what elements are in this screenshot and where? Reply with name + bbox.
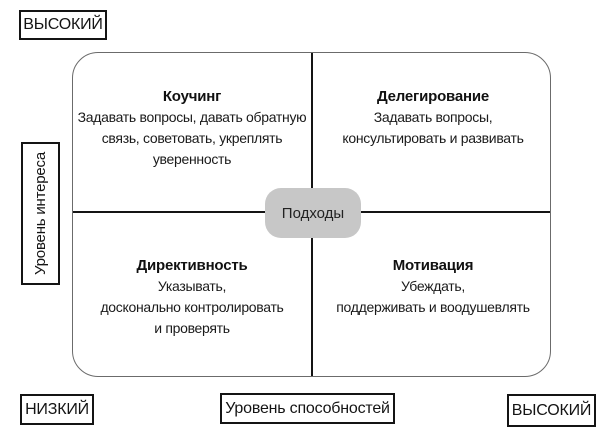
quadrant-directive: Директивность Указывать, досконально кон…	[73, 255, 311, 339]
quadrant-title: Мотивация	[392, 257, 474, 274]
quadrant-title: Директивность	[136, 257, 248, 274]
quadrant-delegation: Делегирование Задавать вопросы, консульт…	[314, 86, 552, 149]
y-axis-title-box: Уровень интереса	[21, 142, 60, 285]
quadrant-title: Делегирование	[376, 88, 490, 105]
quadrant-description: Задавать вопросы, давать обратную связь,…	[77, 109, 307, 167]
quadrant-motivation: Мотивация Убеждать, поддерживать и вооду…	[314, 255, 552, 318]
x-axis-title: Уровень способностей	[220, 393, 395, 424]
y-axis-low-label: НИЗКИЙ	[20, 394, 94, 425]
center-badge: Подходы	[265, 188, 361, 238]
quadrant-title: Коучинг	[162, 88, 222, 105]
quadrant-coaching: Коучинг Задавать вопросы, давать обратну…	[73, 86, 311, 170]
quadrant-description: Указывать, досконально контролировать и …	[100, 278, 284, 336]
x-axis-high-label: ВЫСОКИЙ	[507, 394, 596, 427]
quadrant-description: Убеждать, поддерживать и воодушевлять	[336, 278, 530, 315]
y-axis-high-label: ВЫСОКИЙ	[19, 10, 107, 40]
y-axis-title: Уровень интереса	[32, 152, 50, 275]
quadrant-description: Задавать вопросы, консультировать и разв…	[342, 109, 524, 146]
matrix-frame: Коучинг Задавать вопросы, давать обратну…	[72, 52, 551, 377]
